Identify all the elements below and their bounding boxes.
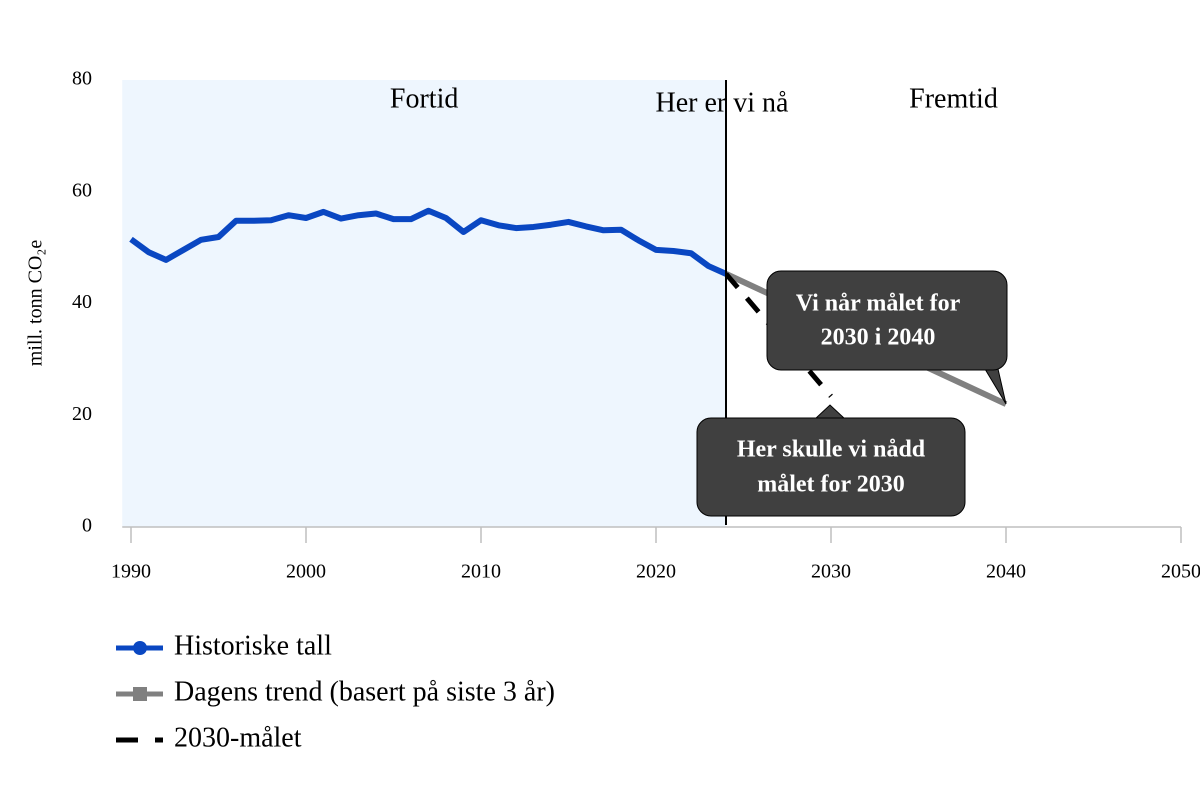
x-tick-label: 2050 (1161, 561, 1200, 583)
past-region (122, 80, 726, 527)
callout-tail (813, 404, 847, 420)
legend-marker (133, 687, 147, 701)
callout-text: Vi når målet for (796, 291, 961, 317)
y-tick-label: 60 (72, 179, 92, 201)
legend-label: Historiske tall (174, 630, 332, 661)
y-tick-label: 80 (72, 68, 92, 90)
now-label: Her er vi nå (656, 87, 790, 118)
legend-label: Dagens trend (basert på siste 3 år) (174, 676, 555, 707)
legend-marker (133, 641, 147, 655)
callout-text: 2030 i 2040 (821, 325, 936, 351)
series-line (129, 207, 728, 277)
x-tick-label: 2010 (461, 561, 501, 583)
y-axis-label: mill. tonn CO₂e (25, 240, 47, 367)
legend-label: 2030-målet (174, 722, 302, 753)
y-tick-label: 20 (72, 403, 92, 425)
callout-text: målet for 2030 (757, 472, 905, 498)
callout-box (766, 270, 1008, 371)
x-tick-label: 2040 (986, 561, 1026, 583)
x-tick-label: 2030 (811, 561, 851, 583)
y-tick-label: 0 (82, 515, 92, 537)
callout-text: Her skulle vi nådd (737, 437, 926, 463)
x-tick-label: 1990 (111, 561, 151, 583)
x-tick-label: 2000 (286, 561, 326, 583)
x-tick-label: 2020 (636, 561, 676, 583)
region-label: Fremtid (909, 83, 998, 114)
callout-box (696, 417, 966, 517)
region-label: Fortid (390, 83, 458, 114)
y-tick-label: 40 (72, 291, 92, 313)
